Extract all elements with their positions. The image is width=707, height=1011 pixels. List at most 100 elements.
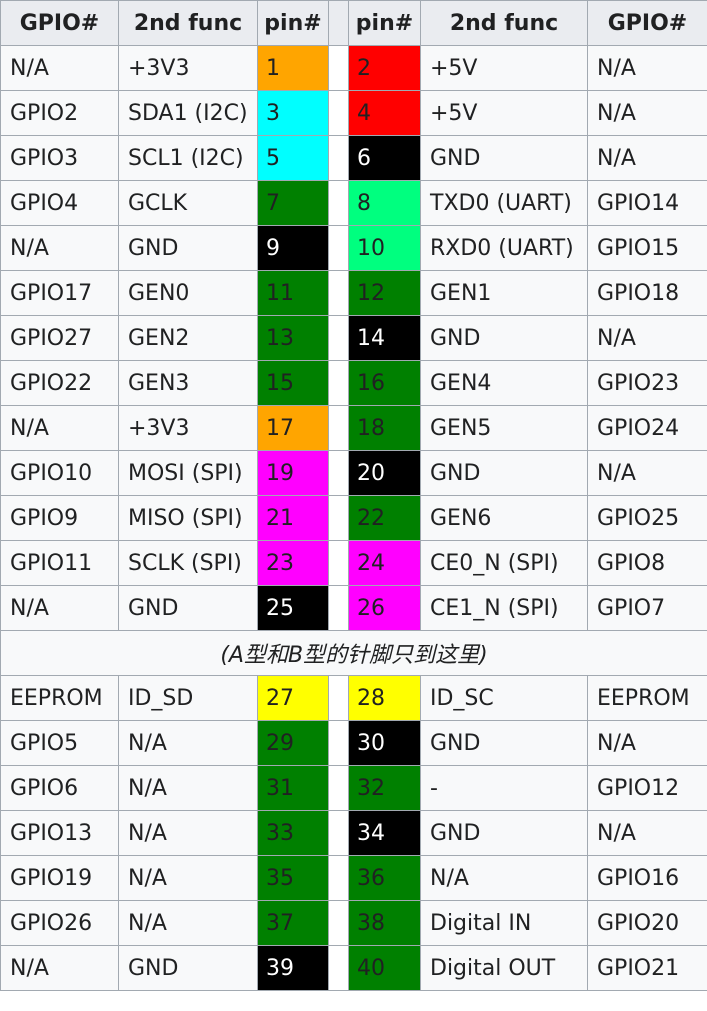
right-func-cell: GND xyxy=(420,720,588,766)
left-pin-cell: 7 xyxy=(257,180,329,226)
gap-cell xyxy=(328,495,349,541)
pin-row: GPIO3 SCL1 (I2C) 5 6 GND N/A xyxy=(0,135,707,181)
left-func-cell: N/A xyxy=(118,810,258,856)
left-pin-cell: 29 xyxy=(257,720,329,766)
left-pin-cell: 25 xyxy=(257,585,329,631)
right-pin-cell: 30 xyxy=(348,720,421,766)
left-pin-cell: 35 xyxy=(257,855,329,901)
right-gpio-cell: GPIO15 xyxy=(587,225,707,271)
right-func-cell: GEN4 xyxy=(420,360,588,406)
pin-row: GPIO22 GEN3 15 16 GEN4 GPIO23 xyxy=(0,360,707,406)
pin-row: GPIO17 GEN0 11 12 GEN1 GPIO18 xyxy=(0,270,707,316)
left-gpio-cell: GPIO6 xyxy=(0,765,119,811)
pin-rows-top: N/A +3V3 1 2 +5V N/A GPIO2 SDA1 (I2C) 3 4 +5V N/A GP… xyxy=(0,45,707,631)
left-pin-cell: 5 xyxy=(257,135,329,181)
header-right-pin: pin# xyxy=(348,0,421,46)
left-gpio-cell: GPIO2 xyxy=(0,90,119,136)
left-gpio-cell: GPIO3 xyxy=(0,135,119,181)
header-right-func: 2nd func xyxy=(420,0,588,46)
left-gpio-cell: GPIO5 xyxy=(0,720,119,766)
left-pin-cell: 31 xyxy=(257,765,329,811)
left-gpio-cell: GPIO11 xyxy=(0,540,119,586)
pin-row: N/A GND 9 10 RXD0 (UART) GPIO15 xyxy=(0,225,707,271)
left-pin-cell: 19 xyxy=(257,450,329,496)
pin-row: GPIO13 N/A 33 34 GND N/A xyxy=(0,810,707,856)
left-func-cell: GEN3 xyxy=(118,360,258,406)
left-gpio-cell: EEPROM xyxy=(0,675,119,721)
left-gpio-cell: GPIO17 xyxy=(0,270,119,316)
left-pin-cell: 27 xyxy=(257,675,329,721)
right-gpio-cell: GPIO18 xyxy=(587,270,707,316)
header-row: GPIO# 2nd func pin# pin# 2nd func GPIO# xyxy=(0,0,707,46)
pin-row: GPIO10 MOSI (SPI) 19 20 GND N/A xyxy=(0,450,707,496)
separator-row: (A型和B型的针脚只到这里) xyxy=(0,630,707,676)
right-gpio-cell: N/A xyxy=(587,135,707,181)
header-left-pin: pin# xyxy=(257,0,329,46)
right-func-cell: CE0_N (SPI) xyxy=(420,540,588,586)
left-pin-cell: 11 xyxy=(257,270,329,316)
right-pin-cell: 32 xyxy=(348,765,421,811)
right-func-cell: GND xyxy=(420,135,588,181)
left-func-cell: GEN2 xyxy=(118,315,258,361)
right-pin-cell: 10 xyxy=(348,225,421,271)
header-gap xyxy=(328,0,349,46)
right-pin-cell: 18 xyxy=(348,405,421,451)
pin-row: N/A GND 39 40 Digital OUT GPIO21 xyxy=(0,945,707,991)
left-gpio-cell: N/A xyxy=(0,405,119,451)
right-pin-cell: 4 xyxy=(348,90,421,136)
right-pin-cell: 36 xyxy=(348,855,421,901)
left-pin-cell: 1 xyxy=(257,45,329,91)
left-func-cell: GCLK xyxy=(118,180,258,226)
right-func-cell: GND xyxy=(420,315,588,361)
right-func-cell: Digital IN xyxy=(420,900,588,946)
right-func-cell: GEN6 xyxy=(420,495,588,541)
left-func-cell: ID_SD xyxy=(118,675,258,721)
gap-cell xyxy=(328,225,349,271)
left-func-cell: SCLK (SPI) xyxy=(118,540,258,586)
right-func-cell: - xyxy=(420,765,588,811)
left-pin-cell: 37 xyxy=(257,900,329,946)
left-func-cell: GEN0 xyxy=(118,270,258,316)
pin-row: GPIO6 N/A 31 32- GPIO12 xyxy=(0,765,707,811)
pin-row: GPIO2 SDA1 (I2C) 3 4 +5V N/A xyxy=(0,90,707,136)
left-func-cell: N/A xyxy=(118,720,258,766)
table-header: GPIO# 2nd func pin# pin# 2nd func GPIO# xyxy=(0,0,707,46)
left-pin-cell: 13 xyxy=(257,315,329,361)
left-pin-cell: 33 xyxy=(257,810,329,856)
gap-cell xyxy=(328,450,349,496)
gap-cell xyxy=(328,315,349,361)
right-gpio-cell: N/A xyxy=(587,720,707,766)
left-pin-cell: 39 xyxy=(257,945,329,991)
right-func-cell: RXD0 (UART) xyxy=(420,225,588,271)
left-gpio-cell: GPIO26 xyxy=(0,900,119,946)
left-pin-cell: 9 xyxy=(257,225,329,271)
right-pin-cell: 6 xyxy=(348,135,421,181)
pin-row: N/A +3V3 1 2 +5V N/A xyxy=(0,45,707,91)
gap-cell xyxy=(328,270,349,316)
right-pin-cell: 14 xyxy=(348,315,421,361)
left-func-cell: N/A xyxy=(118,765,258,811)
left-gpio-cell: N/A xyxy=(0,585,119,631)
left-func-cell: GND xyxy=(118,945,258,991)
right-func-cell: +5V xyxy=(420,45,588,91)
right-gpio-cell: N/A xyxy=(587,810,707,856)
pin-rows-bottom: EEPROM ID_SD 27 28 ID_SC EEPROM GPIO5 N/A 29 30 GN… xyxy=(0,675,707,991)
left-gpio-cell: N/A xyxy=(0,225,119,271)
left-gpio-cell: GPIO10 xyxy=(0,450,119,496)
right-gpio-cell: GPIO7 xyxy=(587,585,707,631)
gap-cell xyxy=(328,45,349,91)
gap-cell xyxy=(328,675,349,721)
pin-row: GPIO27 GEN2 13 14 GND N/A xyxy=(0,315,707,361)
header-left-gpio: GPIO# xyxy=(0,0,119,46)
gap-cell xyxy=(328,855,349,901)
gap-cell xyxy=(328,540,349,586)
left-pin-cell: 23 xyxy=(257,540,329,586)
gap-cell xyxy=(328,180,349,226)
right-pin-cell: 8 xyxy=(348,180,421,226)
header-right-gpio: GPIO# xyxy=(587,0,707,46)
left-func-cell: N/A xyxy=(118,900,258,946)
right-pin-cell: 2 xyxy=(348,45,421,91)
gap-cell xyxy=(328,765,349,811)
right-func-cell: Digital OUT xyxy=(420,945,588,991)
left-func-cell: +3V3 xyxy=(118,45,258,91)
